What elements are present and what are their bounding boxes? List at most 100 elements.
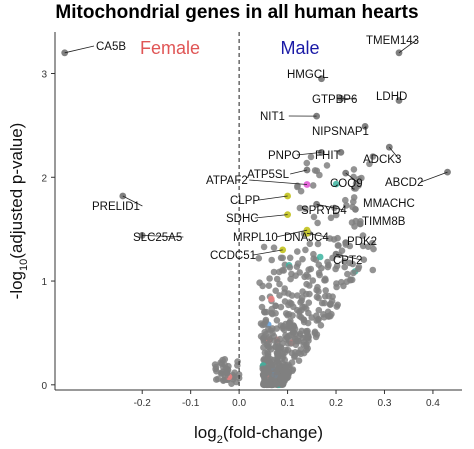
- gene-label-atp5sl: ATP5SL: [247, 169, 290, 181]
- leader-line: [253, 249, 283, 256]
- gene-label-dnajc4: DNAJC4: [284, 232, 329, 244]
- gene-label-spryd4: SPRYD4: [301, 205, 347, 217]
- data-point: [316, 253, 324, 261]
- data-point: [268, 256, 276, 264]
- data-point: [273, 349, 281, 357]
- data-point: [273, 325, 281, 332]
- data-point: [292, 272, 299, 280]
- male-group-label: Male: [280, 38, 319, 58]
- gene-label-nit1: NIT1: [260, 111, 285, 123]
- data-point: [369, 266, 377, 274]
- data-point: [309, 182, 317, 189]
- leader-line: [420, 171, 448, 183]
- data-point: [314, 240, 322, 248]
- data-point: [260, 369, 268, 377]
- data-point: [273, 317, 281, 324]
- data-point: [321, 293, 329, 300]
- data-point: [332, 180, 340, 188]
- data-point: [320, 314, 328, 321]
- data-point: [279, 381, 287, 388]
- leader-line: [388, 146, 400, 160]
- data-point: [315, 294, 322, 302]
- data-point: [270, 244, 278, 251]
- leader-line: [258, 195, 288, 201]
- data-point: [366, 160, 373, 168]
- data-point: [342, 196, 349, 204]
- data-point: [314, 219, 321, 227]
- data-point: [355, 263, 363, 271]
- data-point: [266, 275, 273, 282]
- data-point: [302, 205, 309, 213]
- data-point: [303, 159, 311, 167]
- x-tick-label: -0.1: [182, 398, 200, 409]
- data-point: [269, 381, 276, 389]
- data-point: [260, 380, 267, 387]
- data-point: [273, 275, 281, 283]
- data-point: [352, 185, 359, 192]
- data-point: [315, 306, 323, 314]
- data-point: [300, 316, 308, 324]
- gene-label-ca5b: CA5B: [96, 41, 126, 53]
- gene-label-mrpl10: MRPL10: [233, 232, 278, 244]
- data-point: [302, 328, 310, 335]
- data-point: [223, 369, 231, 377]
- data-point: [286, 323, 294, 330]
- data-point: [289, 312, 296, 319]
- chart-title: Mitochondrial genes in all human hearts: [55, 2, 419, 23]
- y-tick-label: 3: [41, 70, 47, 81]
- data-point: [263, 308, 270, 316]
- data-point: [272, 287, 280, 295]
- data-point: [282, 332, 289, 339]
- gene-label-ccdc51: CCDC51: [210, 250, 256, 262]
- gene-labels: CA5B TMEM143 HMGCL GTPBP6 LDHD NIT1 NIPSNAP1 PN…: [92, 35, 423, 267]
- labeled-point-pdk2: [342, 239, 350, 247]
- gene-label-ldhd: LDHD: [376, 91, 407, 103]
- data-point: [305, 309, 312, 317]
- data-point: [315, 315, 322, 323]
- data-point: [288, 300, 295, 307]
- labeled-point-hmgcl: [318, 75, 325, 83]
- data-point: [260, 243, 268, 251]
- data-point: [271, 337, 278, 345]
- x-tick-label: 0.4: [426, 398, 440, 409]
- y-tick-label: 1: [41, 277, 47, 288]
- leader-line: [276, 229, 308, 238]
- axes: -0.2 -0.1 0.0 0.1 0.2 0.3 0.4 0 1 2 3: [41, 32, 462, 409]
- leader-line: [398, 39, 417, 54]
- labeled-point-fhit: [337, 149, 345, 156]
- leader-line: [142, 235, 184, 238]
- data-point: [287, 275, 294, 283]
- gene-label-coq9: COQ9: [330, 178, 363, 190]
- leader-line: [254, 214, 288, 219]
- gene-label-cpt2: CPT2: [333, 255, 362, 267]
- data-point: [262, 318, 269, 325]
- data-point: [212, 363, 220, 371]
- leader-line: [249, 179, 308, 185]
- data-point: [262, 331, 270, 338]
- leader-line: [306, 232, 328, 238]
- y-tick-label: 0: [41, 381, 47, 392]
- data-point: [324, 308, 332, 316]
- data-point: [297, 187, 305, 195]
- data-point: [267, 356, 275, 363]
- female-group-label: Female: [140, 38, 200, 58]
- gene-label-gtpbp6: GTPBP6: [312, 94, 357, 106]
- data-point: [359, 242, 367, 250]
- data-point: [290, 328, 298, 336]
- data-point: [261, 349, 269, 357]
- leader-line: [345, 172, 360, 184]
- data-point: [287, 340, 295, 347]
- data-point: [351, 223, 358, 230]
- data-point: [327, 300, 335, 308]
- data-point: [369, 153, 377, 160]
- labeled-point-mmachc: [352, 206, 359, 213]
- data-point: [344, 270, 351, 278]
- data-point: [294, 248, 301, 255]
- data-point: [269, 361, 277, 369]
- data-point: [282, 368, 289, 376]
- data-point: [309, 277, 317, 284]
- gene-label-sdhc: SDHC: [226, 213, 259, 225]
- data-point: [311, 329, 319, 337]
- data-point: [258, 294, 266, 302]
- gene-label-pnpo: PNPO: [268, 150, 301, 162]
